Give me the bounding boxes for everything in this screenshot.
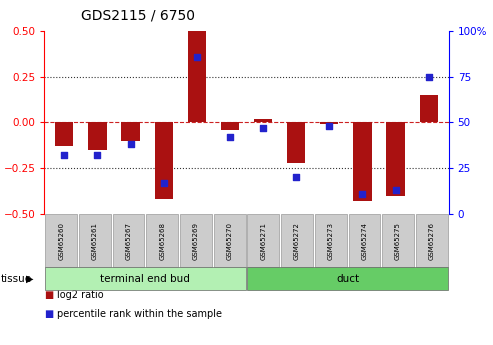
Text: percentile rank within the sample: percentile rank within the sample — [57, 309, 222, 319]
Text: GSM65274: GSM65274 — [361, 222, 367, 259]
Point — [127, 142, 135, 147]
Text: GSM65261: GSM65261 — [92, 221, 98, 260]
Point — [325, 124, 333, 129]
Text: GDS2115 / 6750: GDS2115 / 6750 — [81, 8, 195, 22]
Text: GSM65276: GSM65276 — [429, 221, 435, 260]
Bar — [188, 31, 206, 122]
Point — [425, 74, 433, 80]
Text: GSM65267: GSM65267 — [126, 221, 132, 260]
Text: GSM65260: GSM65260 — [58, 221, 64, 260]
Bar — [387, 122, 405, 196]
Text: GSM65273: GSM65273 — [328, 221, 334, 260]
Bar — [320, 122, 339, 124]
Point — [358, 191, 366, 197]
Text: GSM65272: GSM65272 — [294, 222, 300, 259]
Bar — [88, 122, 106, 150]
Text: GSM65270: GSM65270 — [227, 221, 233, 260]
Point — [391, 187, 399, 193]
Text: GSM65271: GSM65271 — [260, 221, 266, 260]
Bar — [353, 122, 372, 201]
Bar — [420, 95, 438, 122]
Text: duct: duct — [336, 274, 359, 284]
Text: GSM65268: GSM65268 — [159, 221, 165, 260]
Text: ■: ■ — [44, 290, 54, 300]
Point — [193, 54, 201, 59]
Text: GSM65275: GSM65275 — [395, 222, 401, 259]
Bar — [287, 122, 305, 163]
Text: log2 ratio: log2 ratio — [57, 290, 104, 300]
Text: tissue: tissue — [0, 274, 32, 284]
Point — [226, 134, 234, 140]
Point — [94, 152, 102, 158]
Text: ■: ■ — [44, 309, 54, 319]
Text: terminal end bud: terminal end bud — [101, 274, 190, 284]
Bar — [254, 119, 272, 122]
Point — [259, 125, 267, 131]
Bar — [121, 122, 140, 141]
Text: GSM65269: GSM65269 — [193, 221, 199, 260]
Point — [292, 175, 300, 180]
Text: ▶: ▶ — [26, 274, 33, 284]
Point — [160, 180, 168, 186]
Bar — [221, 122, 239, 130]
Point — [60, 152, 68, 158]
Bar — [154, 122, 173, 199]
Bar — [55, 122, 73, 146]
